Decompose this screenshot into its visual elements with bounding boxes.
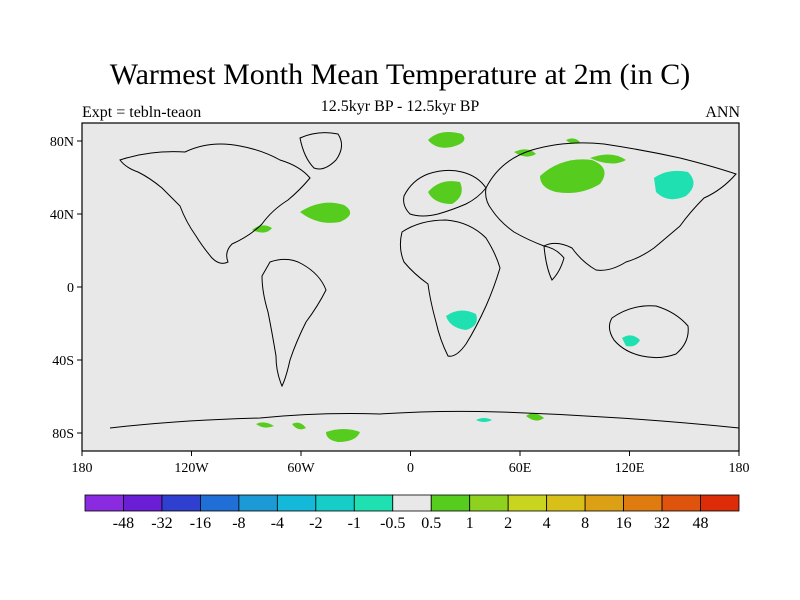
india-outline: [543, 245, 565, 281]
east-siberia-patch: [654, 170, 694, 200]
south-america-outline: [261, 258, 327, 388]
colorbar-swatch: [700, 494, 740, 512]
experiment-label: Expt = tebln-teaon: [82, 104, 202, 121]
colorbar-label: -8: [232, 515, 245, 532]
north-america-outline: [119, 143, 311, 264]
anomaly-patches: [252, 132, 694, 442]
colorbar-label: -4: [271, 515, 284, 532]
colorbar-swatch: [469, 494, 509, 512]
colorbar-swatch: [200, 494, 240, 512]
x-tick-label: 180: [72, 461, 93, 476]
colorbar-swatch: [161, 494, 201, 512]
x-tick-label: 0: [407, 461, 414, 476]
y-tick-label: 80S: [52, 427, 74, 442]
colorbar-swatch: [123, 494, 163, 512]
colorbar-swatch: [353, 494, 394, 512]
colorbar-label: 48: [693, 515, 709, 532]
colorbar-swatch: [315, 494, 355, 512]
y-tick-label: 80N: [50, 135, 74, 150]
colorbar-label: 1: [466, 515, 474, 532]
y-tick-label: 0: [67, 281, 74, 296]
x-tick-label: 60W: [287, 461, 315, 476]
labrador-patch: [252, 225, 272, 233]
africa-outline: [399, 219, 501, 357]
colorbar-swatch: [584, 494, 624, 512]
central-asia-patch: [540, 159, 605, 193]
colorbar-swatch: [276, 494, 317, 512]
colorbar-label: 0.5: [421, 515, 441, 532]
season-label: ANN: [705, 104, 740, 121]
y-tick-label: 40S: [52, 354, 74, 369]
colorbar-label: 2: [504, 515, 512, 532]
antarctica-patch-5: [292, 422, 306, 430]
colorbar-label: -16: [190, 515, 211, 532]
antarctica-patch-2: [526, 413, 544, 421]
x-tick-label: 120E: [615, 461, 645, 476]
antarctica-patch-4: [256, 422, 274, 428]
colorbar-label: 4: [543, 515, 551, 532]
colorbar-swatch: [661, 494, 701, 512]
colorbar: -48 -32 -16 -8 -4 -2 -1 -0.5 0.5 1 2 4 8 16 32 48: [84, 494, 740, 532]
colorbar-label: -0.5: [380, 515, 405, 532]
arctic-patch: [566, 138, 580, 144]
map-background: [82, 123, 739, 451]
antarctica-patch-3: [476, 418, 492, 422]
colorbar-swatch: [238, 494, 278, 512]
map-subtitle: 12.5kyr BP - 12.5kyr BP: [320, 98, 480, 115]
colorbar-label: 32: [654, 515, 670, 532]
x-tick-label: 180: [729, 461, 750, 476]
south-africa-patch: [446, 310, 477, 330]
x-tick-label: 60E: [509, 461, 532, 476]
colorbar-label: 8: [581, 515, 589, 532]
colorbar-swatch: [430, 494, 471, 512]
greenland-outline: [299, 132, 342, 170]
colorbar-label: -32: [151, 515, 172, 532]
colorbar-label: 16: [616, 515, 632, 532]
x-tick-label: 120W: [174, 461, 209, 476]
y-tick-label: 40N: [50, 208, 74, 223]
colorbar-swatch: [546, 494, 586, 512]
australia-patch: [622, 335, 640, 347]
map-title: Warmest Month Mean Temperature at 2m (in…: [109, 58, 691, 91]
europe-outline: [403, 169, 487, 217]
australia-outline: [608, 305, 689, 359]
north-europe-patch: [428, 181, 462, 204]
asia-outline: [485, 142, 737, 271]
colorbar-swatch: [84, 494, 124, 512]
colorbar-swatch: [392, 494, 432, 512]
antarctica-patch: [326, 429, 360, 442]
x-axis: 180 120W 60W 0 60E 120E 180: [72, 451, 750, 476]
colorbar-label: -2: [309, 515, 322, 532]
colorbar-swatch: [507, 494, 548, 512]
north-atlantic-patch: [300, 202, 351, 223]
colorbar-label: -1: [348, 515, 361, 532]
colorbar-label: -48: [113, 515, 134, 532]
coastlines: [109, 132, 740, 429]
antarctica-outline: [109, 410, 740, 429]
y-axis: 80N 40N 0 40S 80S: [50, 135, 82, 442]
colorbar-swatch: [623, 494, 663, 512]
greenland-patch: [428, 132, 465, 148]
siberia-patch: [590, 154, 626, 164]
